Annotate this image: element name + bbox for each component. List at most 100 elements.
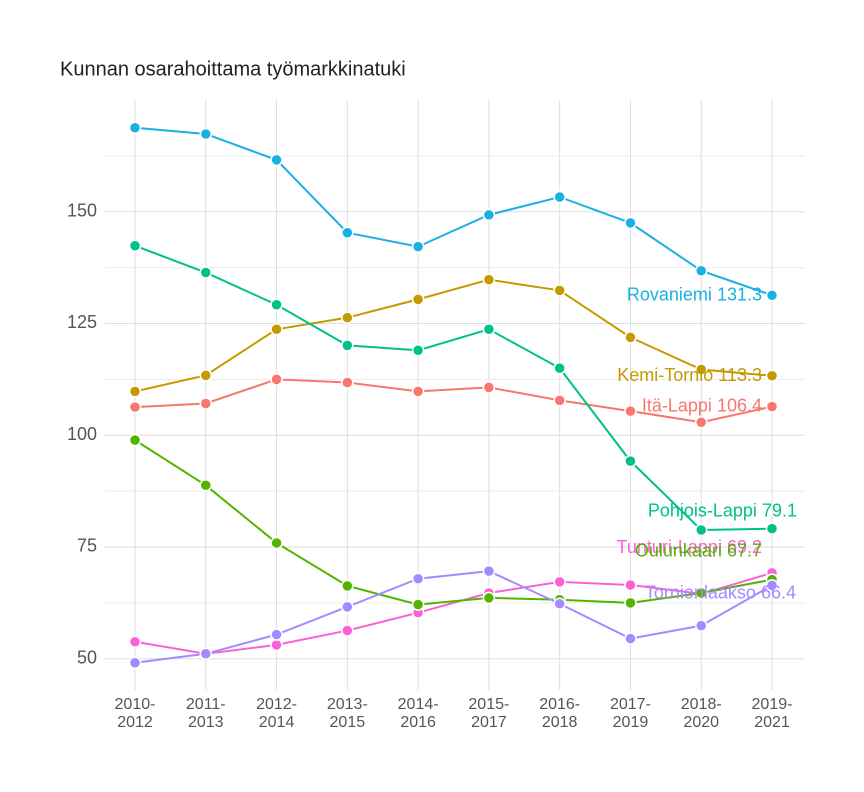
end-label-value: 66.4 xyxy=(761,582,796,602)
point xyxy=(694,363,708,376)
x-tick-label: 2010- 2012 xyxy=(114,696,156,731)
point xyxy=(128,656,142,669)
y-tick-label: 125 xyxy=(67,312,97,332)
end-label-name: Itä-Lappi xyxy=(642,395,712,415)
point xyxy=(128,239,142,252)
end-label-name: Oulunkaari xyxy=(635,540,722,560)
point xyxy=(624,596,637,610)
x-tick-label: 2018- 2020 xyxy=(680,696,722,731)
series-line xyxy=(134,439,773,606)
x-tick-label: 2017- 2019 xyxy=(609,696,651,731)
point xyxy=(553,575,566,589)
y-tick-label: 75 xyxy=(77,536,97,556)
end-label-name: Pohjois-Lappi xyxy=(648,500,757,520)
point xyxy=(553,284,566,297)
point xyxy=(765,400,779,413)
point xyxy=(411,344,425,357)
point xyxy=(553,394,566,407)
point xyxy=(199,647,213,661)
y-tick-label: 50 xyxy=(77,647,97,667)
point xyxy=(553,361,566,375)
point xyxy=(199,479,213,492)
end-label-name: Tornionlaakso xyxy=(645,582,756,602)
point xyxy=(411,240,425,253)
x-tick-label: 2015- 2017 xyxy=(468,696,510,731)
end-label-name: Rovaniemi xyxy=(627,284,712,304)
series-line xyxy=(134,126,773,297)
end-label-value: 69.2 xyxy=(727,537,762,557)
end-label: Rovaniemi 131.3 xyxy=(627,284,762,304)
end-label: Oulunkaari 67.7 xyxy=(635,540,762,560)
point xyxy=(482,591,496,605)
end-label-value: 79.1 xyxy=(762,500,797,520)
point xyxy=(482,381,496,394)
point xyxy=(411,293,425,306)
x-tick-label: 2019- 2021 xyxy=(751,696,793,731)
chart-title: Kunnan osarahoittama työmarkkinatuki xyxy=(60,58,406,80)
y-tick-label: 150 xyxy=(67,200,97,220)
x-tick-label: 2011- 2013 xyxy=(185,696,226,731)
series-line xyxy=(134,570,773,664)
point xyxy=(128,400,142,414)
point xyxy=(624,454,637,468)
point xyxy=(765,369,779,383)
point xyxy=(199,266,213,279)
point xyxy=(341,600,354,614)
point xyxy=(765,522,779,535)
end-label: Tornionlaakso 66.4 xyxy=(645,582,796,602)
end-label-value: 67.7 xyxy=(727,540,762,560)
point xyxy=(128,635,142,648)
point xyxy=(341,376,354,389)
point xyxy=(270,628,283,641)
point xyxy=(765,579,779,592)
point xyxy=(411,598,425,611)
end-label-value: 113.3 xyxy=(718,365,762,385)
point xyxy=(270,153,283,167)
point xyxy=(765,289,779,302)
point xyxy=(694,264,708,277)
point xyxy=(411,385,425,398)
y-tick-label: 100 xyxy=(67,424,97,444)
end-label: Itä-Lappi 106.4 xyxy=(642,395,762,415)
point xyxy=(624,632,637,645)
point xyxy=(553,597,566,610)
point xyxy=(341,624,354,637)
point xyxy=(128,433,142,447)
end-label: Pohjois-Lappi 79.1 xyxy=(648,500,797,520)
point xyxy=(270,323,283,336)
series-line xyxy=(134,278,773,393)
point xyxy=(341,339,354,352)
point xyxy=(482,273,496,286)
series-line xyxy=(134,244,773,531)
point xyxy=(128,121,142,134)
end-label: Kemi-Tornio 113.3 xyxy=(617,365,762,385)
series-line xyxy=(134,571,773,655)
series-line xyxy=(134,378,773,424)
point xyxy=(341,311,354,324)
point xyxy=(199,127,213,141)
point xyxy=(341,579,354,593)
x-tick-label: 2014- 2016 xyxy=(397,696,439,731)
point xyxy=(270,638,283,652)
end-label-name: Tunturi-Lappi xyxy=(617,537,722,557)
point xyxy=(128,385,142,398)
end-label: Tunturi-Lappi 69.2 xyxy=(617,537,762,557)
point xyxy=(624,578,637,592)
point xyxy=(624,216,637,230)
point xyxy=(694,523,708,537)
point xyxy=(482,208,496,222)
point xyxy=(482,323,496,336)
end-label-name: Kemi-Tornio xyxy=(617,365,713,385)
point xyxy=(199,397,213,410)
point xyxy=(341,226,354,239)
x-tick-label: 2016- 2018 xyxy=(539,696,581,731)
end-label-value: 131.3 xyxy=(717,284,762,304)
point xyxy=(270,298,283,311)
end-label-value: 106.4 xyxy=(717,395,762,415)
point xyxy=(694,586,708,600)
point xyxy=(624,404,637,418)
point xyxy=(694,619,708,632)
point xyxy=(482,564,496,578)
point xyxy=(553,190,566,204)
